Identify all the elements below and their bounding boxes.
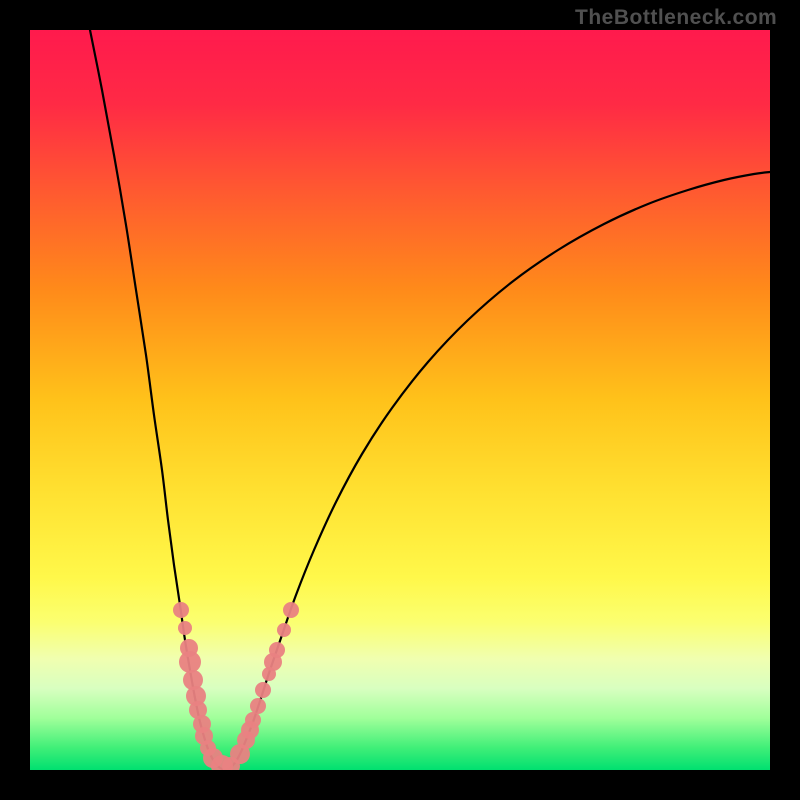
- data-marker: [283, 602, 299, 618]
- data-marker: [277, 623, 291, 637]
- data-marker: [255, 682, 271, 698]
- chart-root: TheBottleneck.com: [0, 0, 800, 800]
- data-marker: [250, 698, 266, 714]
- data-marker: [173, 602, 189, 618]
- plot-frame: [30, 30, 770, 770]
- curve-layer: [30, 30, 770, 770]
- data-marker: [179, 651, 201, 673]
- data-marker: [178, 621, 192, 635]
- data-marker: [245, 712, 261, 728]
- data-marker: [269, 642, 285, 658]
- watermark-text: TheBottleneck.com: [575, 6, 777, 30]
- data-markers: [173, 602, 299, 770]
